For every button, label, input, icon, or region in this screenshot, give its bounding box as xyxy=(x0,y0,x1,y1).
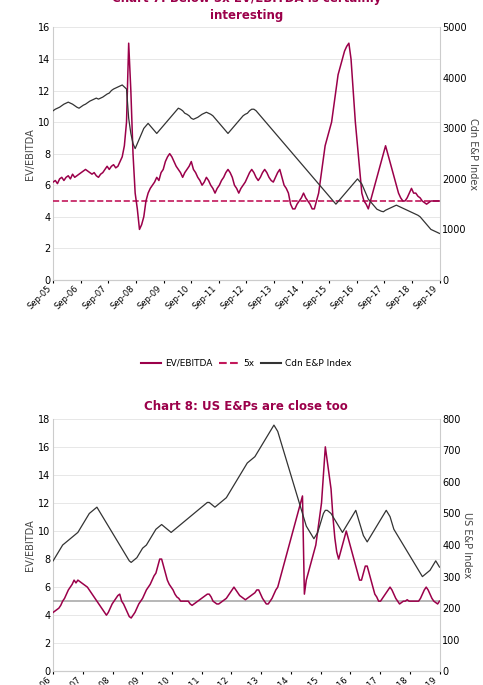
Title: Chart 8: US E&Ps are close too: Chart 8: US E&Ps are close too xyxy=(144,401,348,414)
Y-axis label: Cdn E&P Index: Cdn E&P Index xyxy=(468,118,478,190)
Title: Chart 7: Below 5x EV/EBITDA is certainly
interesting: Chart 7: Below 5x EV/EBITDA is certainly… xyxy=(112,0,381,22)
Y-axis label: EV/EBITDA: EV/EBITDA xyxy=(25,519,35,571)
Y-axis label: EV/EBITDA: EV/EBITDA xyxy=(25,128,35,179)
Y-axis label: US E&P Index: US E&P Index xyxy=(462,512,472,578)
Legend: EV/EBITDA, 5x, Cdn E&P Index: EV/EBITDA, 5x, Cdn E&P Index xyxy=(138,355,355,371)
